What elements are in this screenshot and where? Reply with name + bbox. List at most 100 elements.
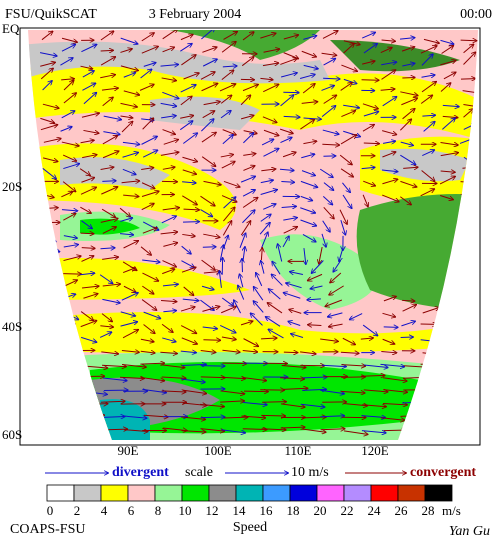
- colorbar-swatch: [370, 484, 399, 502]
- wind-arrow: [182, 389, 207, 393]
- wind-arrow: [120, 234, 133, 235]
- wind-arrow: [299, 74, 315, 79]
- wind-arrow: [220, 95, 231, 104]
- wind-arrow: [381, 70, 396, 80]
- wind-arrow: [60, 127, 72, 132]
- wind-arrow: [83, 93, 96, 105]
- wind-arrow: [283, 218, 297, 220]
- wind-arrow: [162, 260, 176, 267]
- wind-arrow: [261, 338, 277, 339]
- wind-arrow: [123, 90, 139, 95]
- wind-arrow: [61, 192, 72, 198]
- wind-arrow: [340, 168, 353, 177]
- wind-arrow: [240, 274, 244, 288]
- wind-arrow: [63, 245, 78, 247]
- wind-arrow: [281, 181, 294, 182]
- wind-arrow: [323, 182, 334, 191]
- colorbar-tick: 8: [155, 503, 162, 518]
- wind-arrow: [261, 232, 268, 249]
- source: FSU/QuikSCAT: [5, 7, 97, 22]
- wind-arrow: [122, 142, 140, 144]
- wind-arrow: [260, 33, 275, 39]
- wind-arrow: [242, 32, 254, 41]
- wind-arrow: [61, 79, 74, 80]
- wind-arrow: [101, 88, 118, 90]
- wind-arrow: [481, 90, 497, 92]
- wind-arrow: [360, 375, 385, 376]
- wind-arrow: [253, 301, 264, 313]
- wind-arrow: [339, 209, 347, 224]
- wind-arrow: [140, 246, 151, 255]
- wind-arrow: [286, 283, 302, 289]
- wind-arrow: [140, 339, 154, 341]
- wind-arrow: [442, 118, 455, 130]
- wind-arrow: [100, 57, 115, 66]
- wind-arrow: [162, 208, 179, 210]
- wind-arrow: [183, 286, 194, 295]
- wind-arrow: [102, 298, 120, 303]
- wind-arrow: [99, 274, 112, 284]
- wind-arrow: [141, 46, 158, 54]
- wind-arrow: [181, 267, 196, 273]
- colorbar-swatch: [181, 484, 210, 502]
- wind-arrow: [340, 135, 356, 145]
- lon-label: 90E: [118, 443, 139, 458]
- wind-arrow: [40, 62, 55, 67]
- wind-arrow: [483, 130, 500, 133]
- wind-arrow: [283, 35, 298, 40]
- wind-arrow: [201, 119, 213, 132]
- wind-arrow: [223, 32, 238, 40]
- wind-arrow: [40, 68, 53, 80]
- wind-arrow: [234, 300, 242, 314]
- wind-arrow: [162, 337, 175, 342]
- wind-arrow: [222, 221, 231, 236]
- wind-arrow: [481, 182, 495, 183]
- wind-arrow: [201, 285, 214, 289]
- wind-arrow: [400, 141, 413, 145]
- wind-arrow: [402, 300, 414, 301]
- wind-arrow: [382, 97, 397, 107]
- wind-arrow: [242, 190, 255, 197]
- wind-arrow: [121, 122, 132, 133]
- wind-arrow: [79, 168, 90, 176]
- wind-arrow: [80, 140, 94, 143]
- wind-arrow: [241, 57, 253, 67]
- wind-arrow: [481, 34, 491, 41]
- wind-arrow: [103, 131, 119, 135]
- wind-arrow: [219, 271, 221, 288]
- colorbar-swatch: [154, 484, 183, 502]
- wind-arrow: [81, 113, 99, 118]
- wind-arrow: [323, 78, 340, 79]
- wind-arrow: [480, 353, 496, 355]
- wind-arrow: [303, 64, 318, 68]
- wind-arrow: [312, 260, 324, 273]
- wind-arrow: [42, 167, 56, 179]
- wind-arrow: [160, 65, 179, 67]
- wind-arrow: [442, 105, 459, 106]
- wind-arrow: [481, 50, 495, 53]
- wind-arrow: [260, 214, 271, 222]
- wind-arrow: [103, 115, 121, 120]
- wind-arrow: [239, 233, 246, 248]
- wind-arrow: [240, 176, 255, 183]
- wind-arrow: [141, 182, 155, 189]
- lat-label: EQ: [2, 21, 20, 36]
- wind-arrow: [161, 323, 173, 332]
- wind-arrow: [101, 187, 117, 195]
- wind-arrow: [303, 141, 316, 143]
- wind-arrow: [382, 312, 396, 317]
- wind-arrow: [160, 232, 178, 234]
- wind-arrow: [481, 365, 500, 366]
- wind-arrow: [83, 129, 98, 133]
- colorbar-swatch: [208, 484, 237, 502]
- wind-arrow: [102, 257, 118, 259]
- wind-arrow: [321, 86, 335, 91]
- wind-arrow: [120, 311, 136, 316]
- wind-arrow: [201, 259, 215, 270]
- wind-arrow: [463, 44, 474, 54]
- wind-arrow: [280, 95, 294, 107]
- wind-arrow: [481, 170, 498, 173]
- wind-arrow: [342, 194, 352, 208]
- wind-arrow: [263, 49, 280, 53]
- wind-arrow: [340, 391, 365, 393]
